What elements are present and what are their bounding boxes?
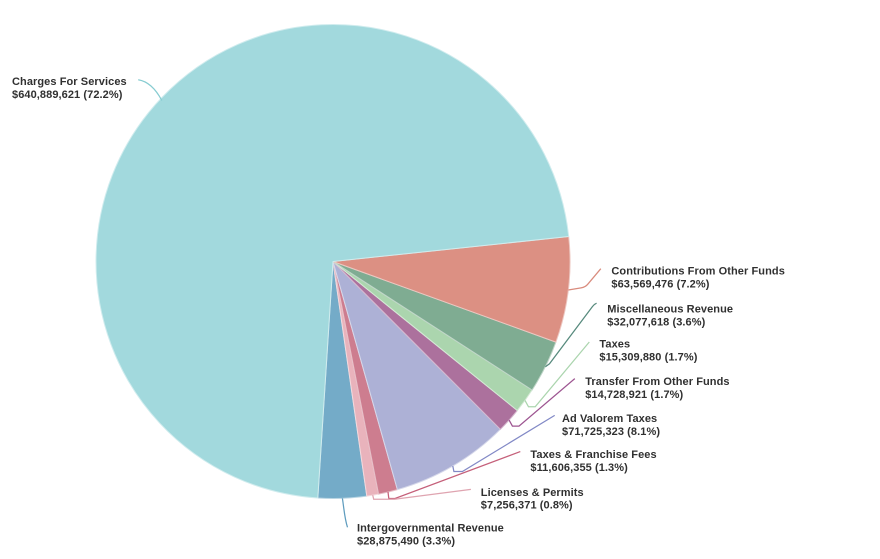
svg-text:Miscellaneous Revenue: Miscellaneous Revenue — [607, 304, 733, 316]
svg-text:Taxes & Franchise Fees: Taxes & Franchise Fees — [530, 449, 656, 461]
svg-text:$15,309,880 (1.7%): $15,309,880 (1.7%) — [599, 352, 697, 364]
svg-text:Charges For Services: Charges For Services — [12, 76, 127, 88]
svg-text:Contributions From Other Funds: Contributions From Other Funds — [611, 265, 785, 277]
svg-text:$28,875,490 (3.3%): $28,875,490 (3.3%) — [357, 536, 455, 548]
svg-text:Taxes: Taxes — [599, 339, 630, 351]
svg-text:$640,889,621 (72.2%): $640,889,621 (72.2%) — [12, 89, 123, 101]
svg-text:$7,256,371 (0.8%): $7,256,371 (0.8%) — [481, 500, 573, 512]
svg-text:$71,725,323 (8.1%): $71,725,323 (8.1%) — [562, 426, 660, 438]
svg-text:Transfer From Other Funds: Transfer From Other Funds — [585, 376, 729, 388]
svg-text:Intergovernmental Revenue: Intergovernmental Revenue — [357, 523, 504, 535]
svg-text:$32,077,618 (3.6%): $32,077,618 (3.6%) — [607, 316, 705, 328]
svg-text:$63,569,476 (7.2%): $63,569,476 (7.2%) — [611, 278, 709, 290]
svg-text:$14,728,921 (1.7%): $14,728,921 (1.7%) — [585, 389, 683, 401]
svg-text:Licenses & Permits: Licenses & Permits — [481, 487, 584, 499]
svg-text:Ad Valorem Taxes: Ad Valorem Taxes — [562, 413, 657, 425]
svg-text:$11,606,355 (1.3%): $11,606,355 (1.3%) — [530, 462, 628, 474]
